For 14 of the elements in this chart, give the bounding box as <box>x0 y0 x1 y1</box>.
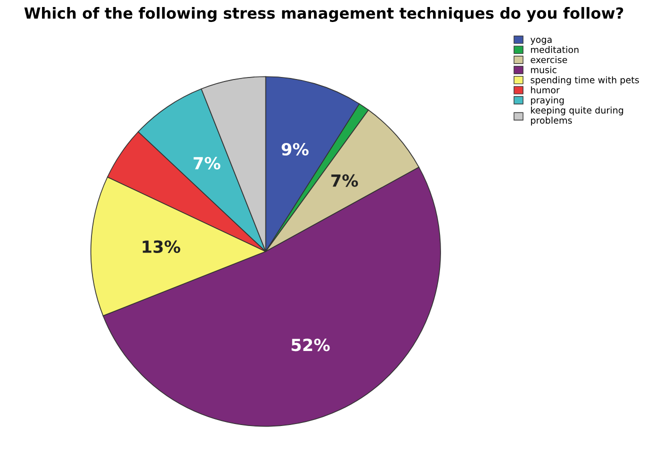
data-label: 7% <box>331 174 358 187</box>
legend-label: keeping quite during problems <box>531 106 624 126</box>
legend-label: exercise <box>530 56 568 64</box>
chart-title: Which of the following stress management techniques do you follow? <box>24 7 624 22</box>
legend-label: praying <box>531 96 564 106</box>
legend-label: spending time with pets <box>530 76 639 86</box>
legend-label: humor <box>531 86 560 94</box>
data-label: 9% <box>282 142 309 156</box>
legend-label: meditation <box>531 46 578 54</box>
legend-label: music <box>531 66 556 74</box>
data-label: 13% <box>142 240 180 253</box>
data-label: 52% <box>292 338 330 352</box>
data-label: 7% <box>194 156 220 170</box>
legend-label: yoga <box>530 38 552 45</box>
